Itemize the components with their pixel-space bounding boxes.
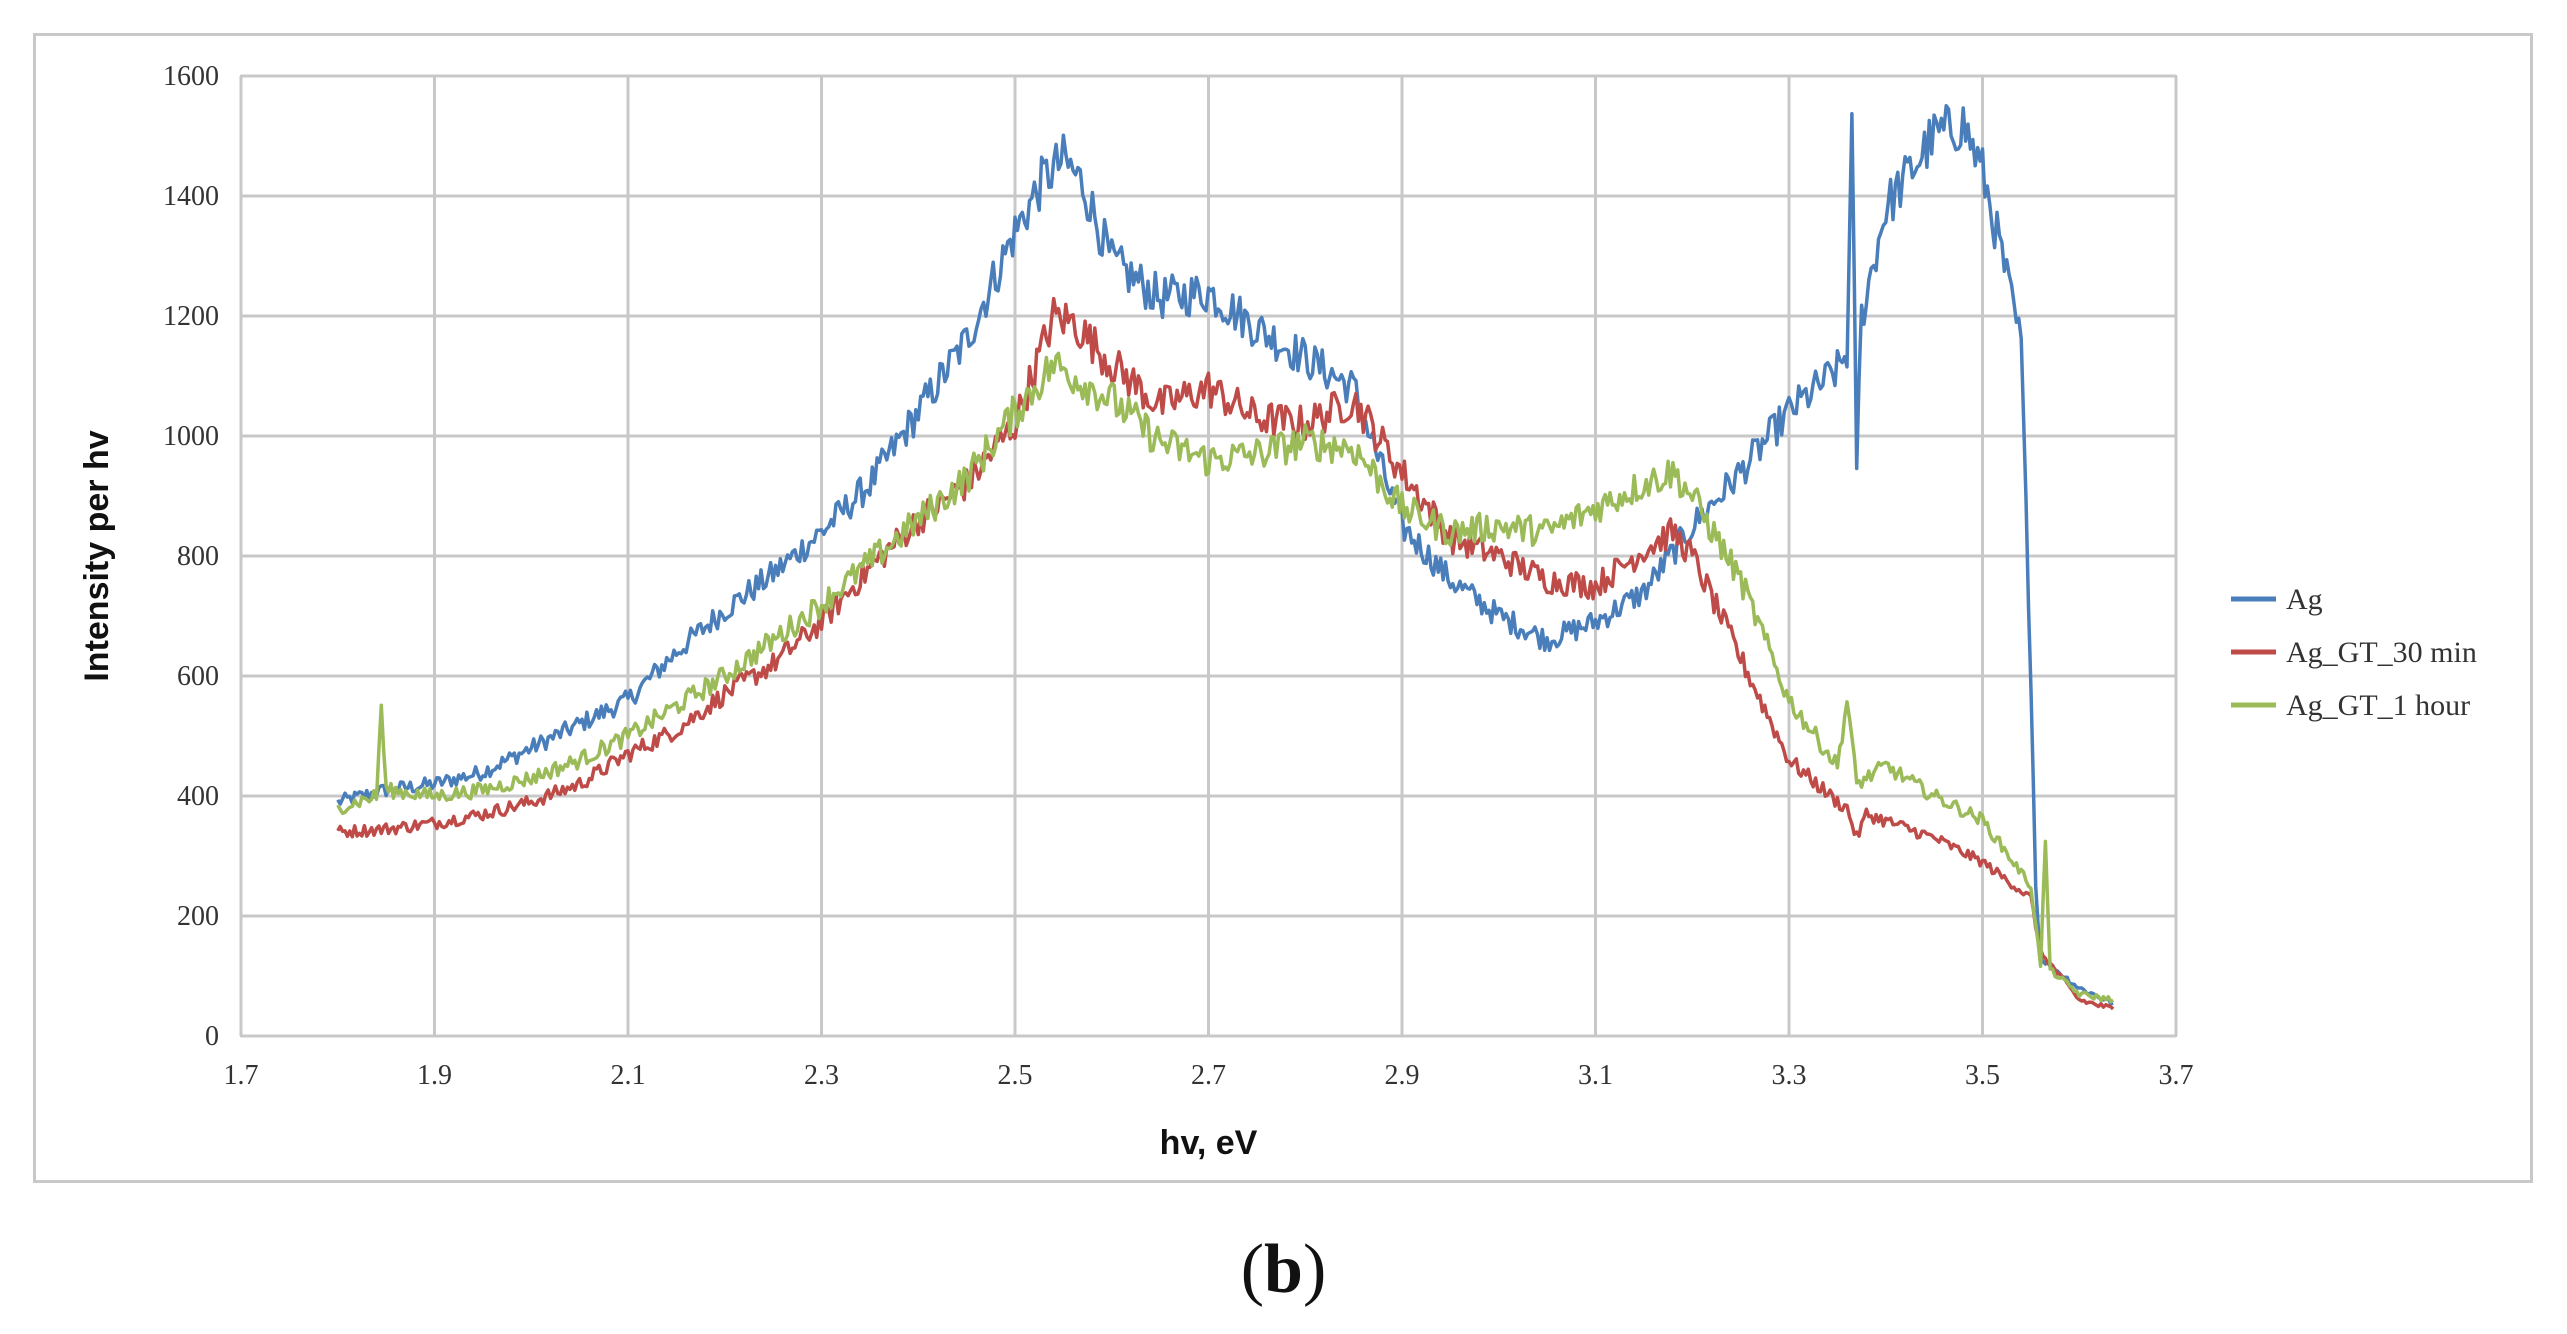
x-tick-label: 3.5 [1965,1060,2000,1091]
legend-label-0: Ag [2286,583,2323,616]
x-tick-label: 2.5 [998,1060,1033,1091]
legend-label-2: Ag_GT_1 hour [2286,689,2470,722]
y-tick-label: 400 [177,781,219,812]
x-tick-label: 3.3 [1772,1060,1807,1091]
figure-caption: (b) [0,1230,2567,1310]
legend-label-1: Ag_GT_30 min [2286,636,2477,669]
y-tick-label: 0 [205,1021,219,1052]
series-line-2 [336,351,2115,1004]
x-tick-label: 1.7 [224,1060,259,1091]
x-tick-label: 2.3 [804,1060,839,1091]
chart-frame: 0 200 400 600 800 1000 1200 1400 1600 1.7 1.9 2.1 2.… [33,33,2533,1183]
x-tick-label: 2.1 [611,1060,646,1091]
y-tick-label: 1200 [163,301,219,332]
x-tick-label: 1.9 [417,1060,452,1091]
y-axis-title: Intensity per hv [78,430,116,681]
x-tick-label: 2.7 [1191,1060,1226,1091]
caption-letter: b [1264,1231,1303,1308]
caption-open: ( [1240,1231,1265,1308]
y-tick-label: 1400 [163,181,219,212]
y-tick-label: 800 [177,541,219,572]
x-tick-label: 2.9 [1385,1060,1420,1091]
chart-svg: 0 200 400 600 800 1000 1200 1400 1600 1.7 1.9 2.1 2.… [78,61,2477,1162]
caption-close: ) [1302,1231,1327,1308]
series-line-1 [336,296,2115,1011]
y-tick-label: 200 [177,901,219,932]
y-tick-label: 1000 [163,421,219,452]
y-tick-label: 600 [177,661,219,692]
x-tick-label: 3.1 [1578,1060,1613,1091]
x-tick-label: 3.7 [2159,1060,2194,1091]
y-tick-label: 1600 [163,61,219,92]
series-line-0 [336,103,2114,1006]
x-axis-title: hv, eV [1160,1124,1258,1162]
